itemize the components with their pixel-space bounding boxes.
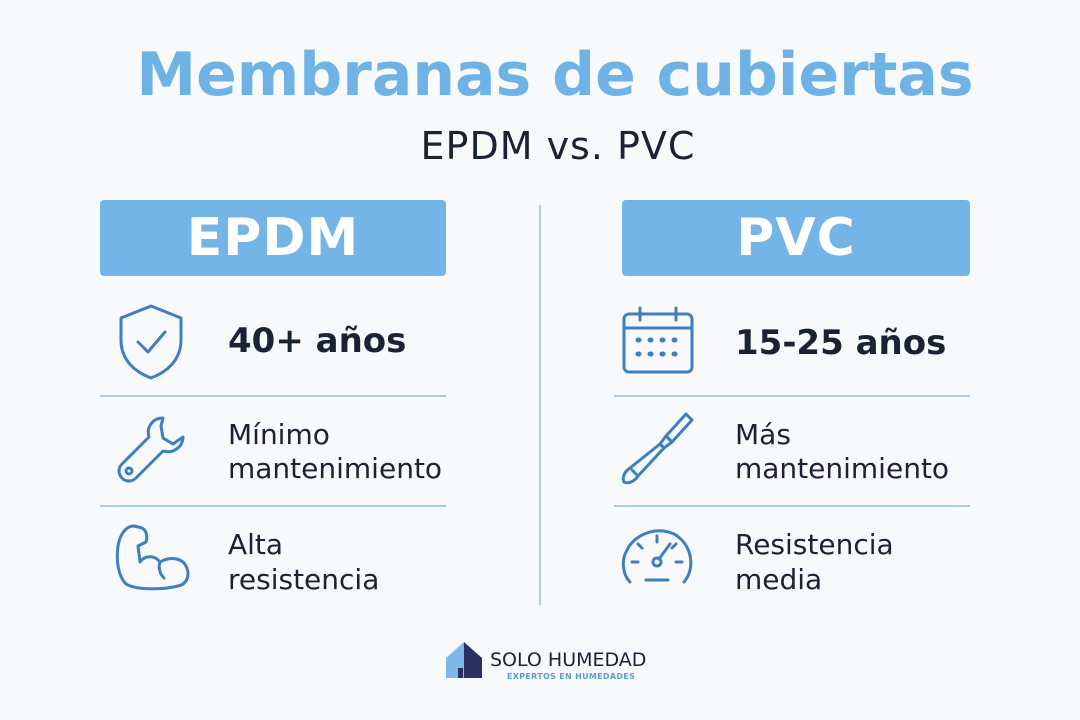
logo-name: SOLO HUMEDAD bbox=[490, 649, 647, 671]
separator bbox=[614, 395, 970, 397]
item-text: 15-25 años bbox=[735, 323, 947, 363]
item-text: mantenimiento bbox=[228, 452, 443, 485]
item-text: Mínimo bbox=[228, 418, 330, 451]
title: Membranas de cubiertas bbox=[136, 40, 974, 110]
item-text: 40+ años bbox=[228, 321, 407, 361]
item-text: Alta bbox=[228, 528, 284, 561]
screwdriver-icon bbox=[621, 412, 694, 485]
subtitle: EPDM vs. PVC bbox=[420, 124, 696, 168]
item-text: resistencia bbox=[228, 563, 380, 596]
logo-icon bbox=[446, 642, 482, 678]
item-text: mantenimiento bbox=[735, 452, 950, 485]
separator bbox=[100, 505, 446, 507]
item-text: Más bbox=[735, 418, 791, 451]
column-header: PVC bbox=[622, 200, 970, 276]
divider bbox=[539, 205, 541, 605]
muscle-icon bbox=[115, 524, 190, 591]
logo-tagline: EXPERTOS EN HUMEDADES bbox=[507, 672, 636, 681]
column-header: EPDM bbox=[100, 200, 446, 276]
separator bbox=[100, 395, 446, 397]
item-text: Resistencia bbox=[735, 528, 894, 561]
wrench-icon bbox=[117, 416, 185, 483]
shield-icon bbox=[119, 304, 183, 380]
gauge-icon bbox=[621, 529, 693, 584]
calendar-icon bbox=[622, 306, 694, 374]
separator bbox=[614, 505, 970, 507]
item-text: media bbox=[735, 563, 823, 596]
